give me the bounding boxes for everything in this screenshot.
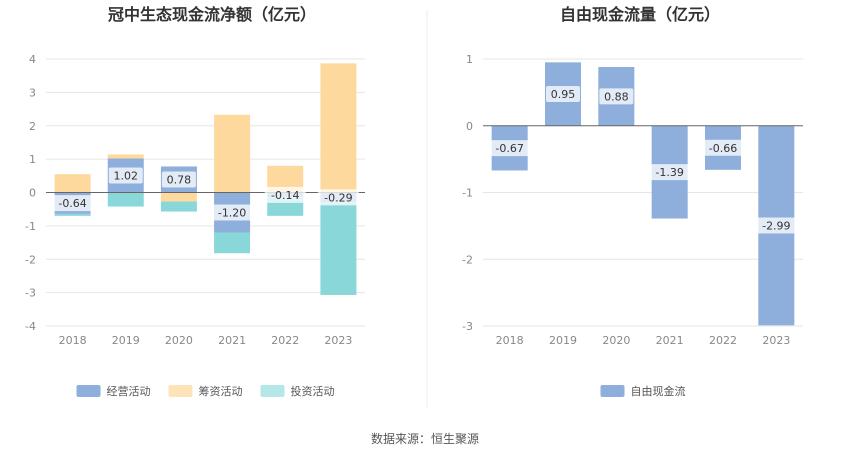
x-tick-label: 2020 xyxy=(602,334,630,347)
data-label-bg xyxy=(649,164,691,181)
legend-label: 自由现金流 xyxy=(631,384,686,398)
bar xyxy=(54,213,91,216)
data-label-bg xyxy=(211,204,253,221)
x-tick-label: 2019 xyxy=(549,334,577,347)
legend-label: 投资活动 xyxy=(291,384,335,398)
bar xyxy=(214,114,251,193)
data-label-bg xyxy=(317,189,359,206)
x-axis-ticks: 2018 2019 2020 2021 2022 2023 xyxy=(496,334,791,347)
legend-swatch xyxy=(260,385,285,397)
grid-lines xyxy=(483,58,803,327)
grid-lines xyxy=(46,58,365,327)
legend: 经营活动 筹资活动 投资活动 xyxy=(76,384,335,398)
x-tick-label: 2019 xyxy=(112,334,140,347)
data-label-bg xyxy=(52,195,94,212)
y-tick-label: 3 xyxy=(29,86,36,99)
y-tick-label: -1 xyxy=(462,187,473,200)
y-tick-label: -3 xyxy=(462,320,473,333)
data-label-bg xyxy=(599,88,634,105)
data-label-bg xyxy=(108,167,143,184)
data-label-bg xyxy=(161,171,196,188)
y-tick-label: -3 xyxy=(25,287,36,300)
x-tick-label: 2018 xyxy=(496,334,524,347)
data-label: -0.64 xyxy=(58,197,86,210)
x-tick-label: 2022 xyxy=(709,334,737,347)
y-tick-label: 0 xyxy=(29,187,36,200)
data-label: 0.88 xyxy=(604,90,629,103)
y-axis-ticks: 4 3 2 1 0 -1 -2 -3 -4 xyxy=(25,53,36,333)
cashflow-net-chart: 冠中生态现金流净额（亿元） 4 3 2 1 0 -1 -2 -3 -4 2018 2019 2020… xyxy=(25,5,365,398)
legend-label: 筹资活动 xyxy=(199,384,243,398)
bar xyxy=(320,202,357,295)
data-label-bg xyxy=(546,86,580,103)
legend: 自由现金流 xyxy=(600,384,686,398)
bar xyxy=(107,192,144,207)
y-tick-label: 1 xyxy=(29,153,36,166)
data-label: -0.29 xyxy=(324,191,352,204)
data-labels: -0.67 0.95 0.88 -1.39 -0.66 -2.99 xyxy=(489,86,797,234)
y-tick-label: -1 xyxy=(25,220,36,233)
data-label: 0.95 xyxy=(551,88,576,101)
data-label: -0.14 xyxy=(271,189,299,202)
bar xyxy=(320,63,357,193)
bar xyxy=(160,201,197,212)
x-tick-label: 2018 xyxy=(59,334,87,347)
y-tick-label: -2 xyxy=(25,253,36,266)
bar xyxy=(54,174,91,193)
data-labels: -0.64 1.02 0.78 -1.20 -0.14 -0.29 xyxy=(52,167,359,221)
x-tick-label: 2023 xyxy=(762,334,790,347)
chart-title: 冠中生态现金流净额（亿元） xyxy=(108,5,316,24)
bar xyxy=(107,154,144,159)
y-tick-label: 2 xyxy=(29,120,36,133)
y-tick-label: -2 xyxy=(462,253,473,266)
data-label: -1.39 xyxy=(655,166,683,179)
data-label: -0.66 xyxy=(709,142,737,155)
legend-label: 经营活动 xyxy=(107,384,151,398)
x-tick-label: 2021 xyxy=(656,334,684,347)
x-tick-label: 2023 xyxy=(324,334,352,347)
bar xyxy=(214,232,251,254)
data-label: -1.20 xyxy=(218,207,246,220)
y-tick-label: 4 xyxy=(29,53,36,66)
data-label-bg xyxy=(264,186,306,203)
bar xyxy=(160,192,197,202)
bars xyxy=(491,62,795,326)
chart-title: 自由现金流量（亿元） xyxy=(560,5,720,24)
data-label-bg xyxy=(702,139,744,156)
y-axis-ticks: 1 0 -1 -2 -3 xyxy=(462,53,473,333)
legend-swatch xyxy=(168,385,193,397)
data-label: -0.67 xyxy=(495,142,523,155)
legend-swatch xyxy=(76,385,101,397)
bars xyxy=(54,63,357,295)
y-tick-label: 0 xyxy=(466,120,473,133)
x-axis-ticks: 2018 2019 2020 2021 2022 2023 xyxy=(59,334,353,347)
data-source: 数据来源：恒生聚源 xyxy=(371,431,479,446)
x-tick-label: 2020 xyxy=(165,334,193,347)
legend-swatch xyxy=(600,385,625,397)
y-tick-label: 1 xyxy=(466,53,473,66)
data-label: 0.78 xyxy=(167,173,192,186)
x-tick-label: 2022 xyxy=(271,334,299,347)
data-label-bg xyxy=(489,140,531,157)
free-cashflow-chart: 自由现金流量（亿元） 1 0 -1 -2 -3 2018 2019 2020 2021 2022… xyxy=(462,5,803,398)
x-tick-label: 2021 xyxy=(218,334,246,347)
data-label-bg xyxy=(755,217,797,234)
data-label: 1.02 xyxy=(114,169,139,182)
data-label: -2.99 xyxy=(762,220,790,233)
y-tick-label: -4 xyxy=(25,320,36,333)
